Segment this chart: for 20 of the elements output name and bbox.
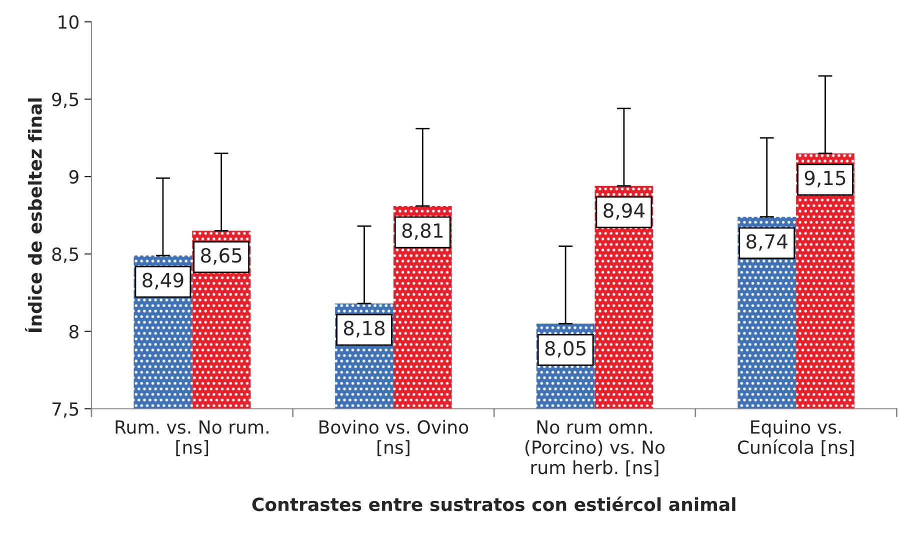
y-tick-label: 9,5 — [52, 92, 78, 108]
data-label: 8,49 — [142, 272, 184, 290]
y-tick-label: 8,5 — [52, 247, 78, 263]
x-tick-label: Bovino vs. Ovino [ns] — [320, 420, 468, 456]
x-axis-title: Contrastes entre sustratos con estiércol animal — [252, 496, 736, 512]
x-tick-label: Equino vs. Cunícola [ns] — [738, 420, 854, 456]
x-tick-label: Rum. vs. No rum. [ns] — [116, 420, 268, 456]
y-axis-title: Índice de esbeltez final — [24, 98, 42, 332]
data-label: 8,18 — [344, 320, 385, 338]
y-tick-label: 9 — [69, 170, 78, 184]
y-tick-label: 8 — [69, 324, 78, 338]
data-label: 8,05 — [545, 340, 586, 358]
data-label: 8,74 — [746, 234, 788, 251]
y-tick-label: 7,5 — [52, 402, 78, 418]
x-tick-label: No rum omn. (Porcino) vs. No rum herb. [ns] — [525, 420, 665, 476]
data-label: 8,94 — [604, 203, 644, 220]
data-label: 8,65 — [201, 248, 242, 265]
data-label: 9,15 — [804, 170, 846, 188]
y-tick-label: 10 — [58, 15, 78, 29]
data-label: 8,81 — [402, 223, 442, 240]
